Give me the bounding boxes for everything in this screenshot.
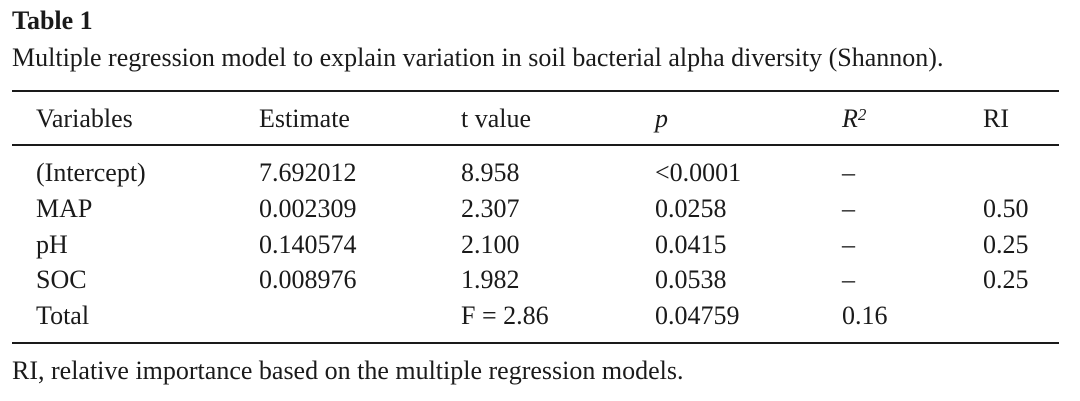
cell-variable: (Intercept) — [36, 158, 146, 187]
cell-t-value: F = 2.86 — [461, 301, 549, 330]
r2-superscript: 2 — [857, 105, 867, 124]
cell-estimate: 0.008976 — [259, 265, 357, 294]
cell-ri: 0.25 — [983, 230, 1029, 259]
cell-t-value: 2.307 — [461, 194, 520, 223]
table-title: Table 1 — [12, 6, 93, 35]
cell-p: 0.0538 — [655, 265, 727, 294]
cell-r2: – — [842, 158, 855, 187]
cell-p: 0.04759 — [655, 301, 740, 330]
cell-r2: – — [842, 194, 855, 223]
cell-t-value: 2.100 — [461, 230, 520, 259]
cell-variable: Total — [36, 301, 90, 330]
cell-variable: SOC — [36, 265, 87, 294]
column-header-variables: Variables — [36, 104, 133, 133]
table-caption: Multiple regression model to explain var… — [12, 43, 944, 72]
cell-r2: 0.16 — [842, 301, 888, 330]
cell-p: 0.0258 — [655, 194, 727, 223]
column-header-r2: R2 — [842, 104, 866, 134]
cell-p: <0.0001 — [655, 158, 742, 187]
cell-t-value: 1.982 — [461, 265, 520, 294]
column-header-ri: RI — [983, 104, 1009, 133]
cell-r2: – — [842, 265, 855, 294]
cell-estimate: 7.692012 — [259, 158, 357, 187]
table-top-rule — [12, 90, 1059, 92]
table-header-rule — [12, 144, 1059, 146]
cell-estimate: 0.140574 — [259, 230, 357, 259]
cell-estimate: 0.002309 — [259, 194, 357, 223]
cell-r2: – — [842, 230, 855, 259]
column-header-p: p — [655, 104, 668, 133]
cell-variable: MAP — [36, 194, 93, 223]
cell-ri: 0.50 — [983, 194, 1029, 223]
table-footnote: RI, relative importance based on the mul… — [12, 356, 684, 385]
r2-base: R — [842, 104, 858, 133]
cell-variable: pH — [36, 230, 68, 259]
cell-ri: 0.25 — [983, 265, 1029, 294]
cell-t-value: 8.958 — [461, 158, 520, 187]
table-bottom-rule — [12, 342, 1059, 344]
column-header-estimate: Estimate — [259, 104, 350, 133]
column-header-t-value: t value — [461, 104, 532, 133]
cell-p: 0.0415 — [655, 230, 727, 259]
